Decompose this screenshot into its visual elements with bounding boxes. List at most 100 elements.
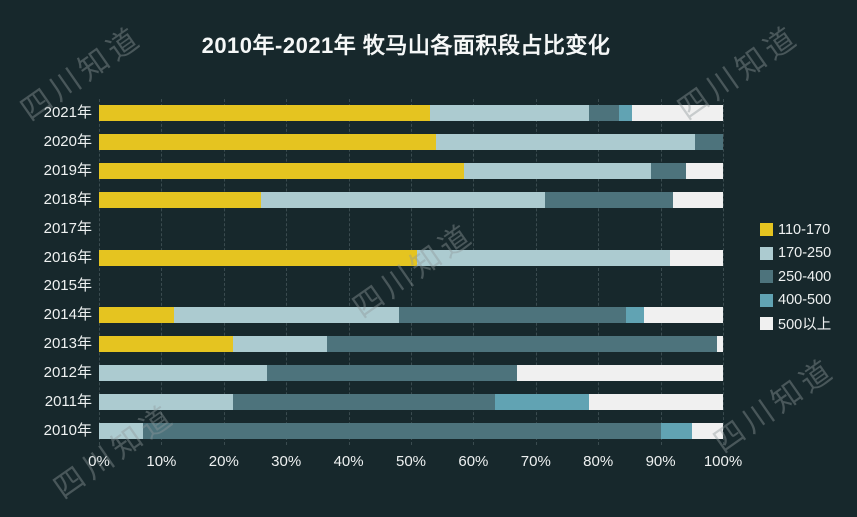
x-axis-label-100%: 100% xyxy=(703,453,743,470)
bar-segment-250-400[interactable] xyxy=(233,393,496,410)
gridline-30% xyxy=(286,99,288,445)
legend: 110-170 170-250 250-400 400-500 500以上 xyxy=(760,218,831,336)
legend-label: 170-250 xyxy=(778,245,832,262)
bar-segment-250-400[interactable] xyxy=(588,105,619,122)
legend-swatch-icon xyxy=(760,223,773,237)
bar-segment-170-250[interactable] xyxy=(99,422,143,439)
bar-row-2015年 xyxy=(99,278,723,294)
bar-segment-110-170[interactable] xyxy=(99,191,262,208)
bar-row-2011年 xyxy=(99,393,723,410)
legend-item-170-250[interactable]: 170-250 xyxy=(760,242,831,266)
bar-segment-110-170[interactable] xyxy=(99,134,436,151)
bar-segment-500以上[interactable] xyxy=(588,393,723,410)
bar-segment-170-250[interactable] xyxy=(99,393,234,410)
y-axis-label-2012年: 2012年 xyxy=(43,363,92,381)
bar-segment-250-400[interactable] xyxy=(651,163,686,180)
gridline-20% xyxy=(223,99,225,445)
y-axis-label-2019年: 2019年 xyxy=(43,162,92,180)
legend-swatch-icon xyxy=(760,246,773,260)
legend-swatch-icon xyxy=(760,317,773,331)
bar-segment-500以上[interactable] xyxy=(632,105,723,122)
bar-segment-400-500[interactable] xyxy=(495,393,589,410)
bar-row-2012年 xyxy=(99,364,723,381)
gridline-10% xyxy=(161,99,163,445)
legend-item-250-400[interactable]: 250-400 xyxy=(760,265,831,289)
plot-area xyxy=(99,99,724,445)
y-axis-label-2018年: 2018年 xyxy=(43,190,92,208)
bar-segment-250-400[interactable] xyxy=(545,191,674,208)
legend-label: 250-400 xyxy=(778,268,832,285)
x-axis-label-90%: 90% xyxy=(645,453,676,470)
bar-segment-170-250[interactable] xyxy=(429,105,589,122)
legend-swatch-icon xyxy=(760,293,773,307)
x-axis-label-40%: 40% xyxy=(333,453,364,470)
bar-segment-400-500[interactable] xyxy=(618,105,633,122)
y-axis-label-2011年: 2011年 xyxy=(44,392,92,410)
legend-label: 110-170 xyxy=(778,221,831,238)
gridline-0% xyxy=(99,99,100,445)
bar-row-2016年 xyxy=(99,249,723,266)
x-axis-label-20%: 20% xyxy=(208,453,239,470)
bar-segment-250-400[interactable] xyxy=(267,364,518,381)
bar-segment-500以上[interactable] xyxy=(691,422,723,439)
y-axis-label-2020年: 2020年 xyxy=(43,133,92,151)
x-axis-label-80%: 80% xyxy=(583,453,614,470)
bar-row-2019年 xyxy=(99,163,723,180)
gridline-60% xyxy=(473,99,475,445)
gridline-100% xyxy=(723,99,724,445)
bar-segment-110-170[interactable] xyxy=(99,105,430,122)
legend-item-400-500[interactable]: 400-500 xyxy=(760,289,831,313)
legend-label: 400-500 xyxy=(778,292,832,309)
y-axis-label-2021年: 2021年 xyxy=(43,104,92,122)
legend-swatch-icon xyxy=(760,270,773,284)
gridline-80% xyxy=(598,99,600,445)
bar-segment-170-250[interactable] xyxy=(261,191,546,208)
bar-segment-250-400[interactable] xyxy=(142,422,661,439)
bar-segment-170-250[interactable] xyxy=(464,163,652,180)
bar-segment-500以上[interactable] xyxy=(673,191,723,208)
bar-segment-250-400[interactable] xyxy=(326,336,717,353)
x-axis-label-60%: 60% xyxy=(458,453,489,470)
bar-segment-250-400[interactable] xyxy=(694,134,723,151)
y-axis-label-2013年: 2013年 xyxy=(43,335,92,353)
y-axis-label-2016年: 2016年 xyxy=(43,248,92,266)
y-axis-label-2017年: 2017年 xyxy=(43,219,92,237)
gridline-40% xyxy=(348,99,350,445)
bar-segment-170-250[interactable] xyxy=(173,307,399,324)
bar-segment-170-250[interactable] xyxy=(435,134,695,151)
watermark-text-4: 四川知道 xyxy=(708,352,842,460)
bar-row-2017年 xyxy=(99,221,723,237)
bar-segment-110-170[interactable] xyxy=(99,336,234,353)
bar-segment-250-400[interactable] xyxy=(398,307,627,324)
y-axis-label-2014年: 2014年 xyxy=(43,306,92,324)
legend-item-500以上[interactable]: 500以上 xyxy=(760,312,831,336)
gridline-70% xyxy=(535,99,537,445)
legend-item-110-170[interactable]: 110-170 xyxy=(760,218,831,242)
bar-segment-400-500[interactable] xyxy=(626,307,644,324)
bar-segment-500以上[interactable] xyxy=(643,307,723,324)
x-axis-label-10%: 10% xyxy=(146,453,177,470)
bar-segment-500以上[interactable] xyxy=(716,336,723,353)
bar-row-2018年 xyxy=(99,191,723,208)
x-axis-label-50%: 50% xyxy=(395,453,427,470)
x-axis-label-30%: 30% xyxy=(271,453,302,470)
gridline-90% xyxy=(660,99,662,445)
bar-row-2020年 xyxy=(99,134,723,151)
bar-segment-110-170[interactable] xyxy=(99,163,465,180)
y-axis-label-2015年: 2015年 xyxy=(43,277,92,295)
bar-segment-170-250[interactable] xyxy=(99,364,268,381)
bar-segment-500以上[interactable] xyxy=(669,249,723,266)
x-axis-label-0%: 0% xyxy=(88,453,110,470)
gridline-50% xyxy=(411,99,412,445)
legend-label: 500以上 xyxy=(778,317,832,334)
bar-segment-170-250[interactable] xyxy=(417,249,670,266)
bar-segment-110-170[interactable] xyxy=(99,249,418,266)
x-axis-label-70%: 70% xyxy=(520,453,551,470)
bar-segment-500以上[interactable] xyxy=(685,163,723,180)
bar-segment-110-170[interactable] xyxy=(99,307,174,324)
bar-row-2014年 xyxy=(99,307,723,324)
bar-segment-500以上[interactable] xyxy=(517,364,723,381)
bar-segment-400-500[interactable] xyxy=(660,422,692,439)
bar-segment-170-250[interactable] xyxy=(233,336,327,353)
